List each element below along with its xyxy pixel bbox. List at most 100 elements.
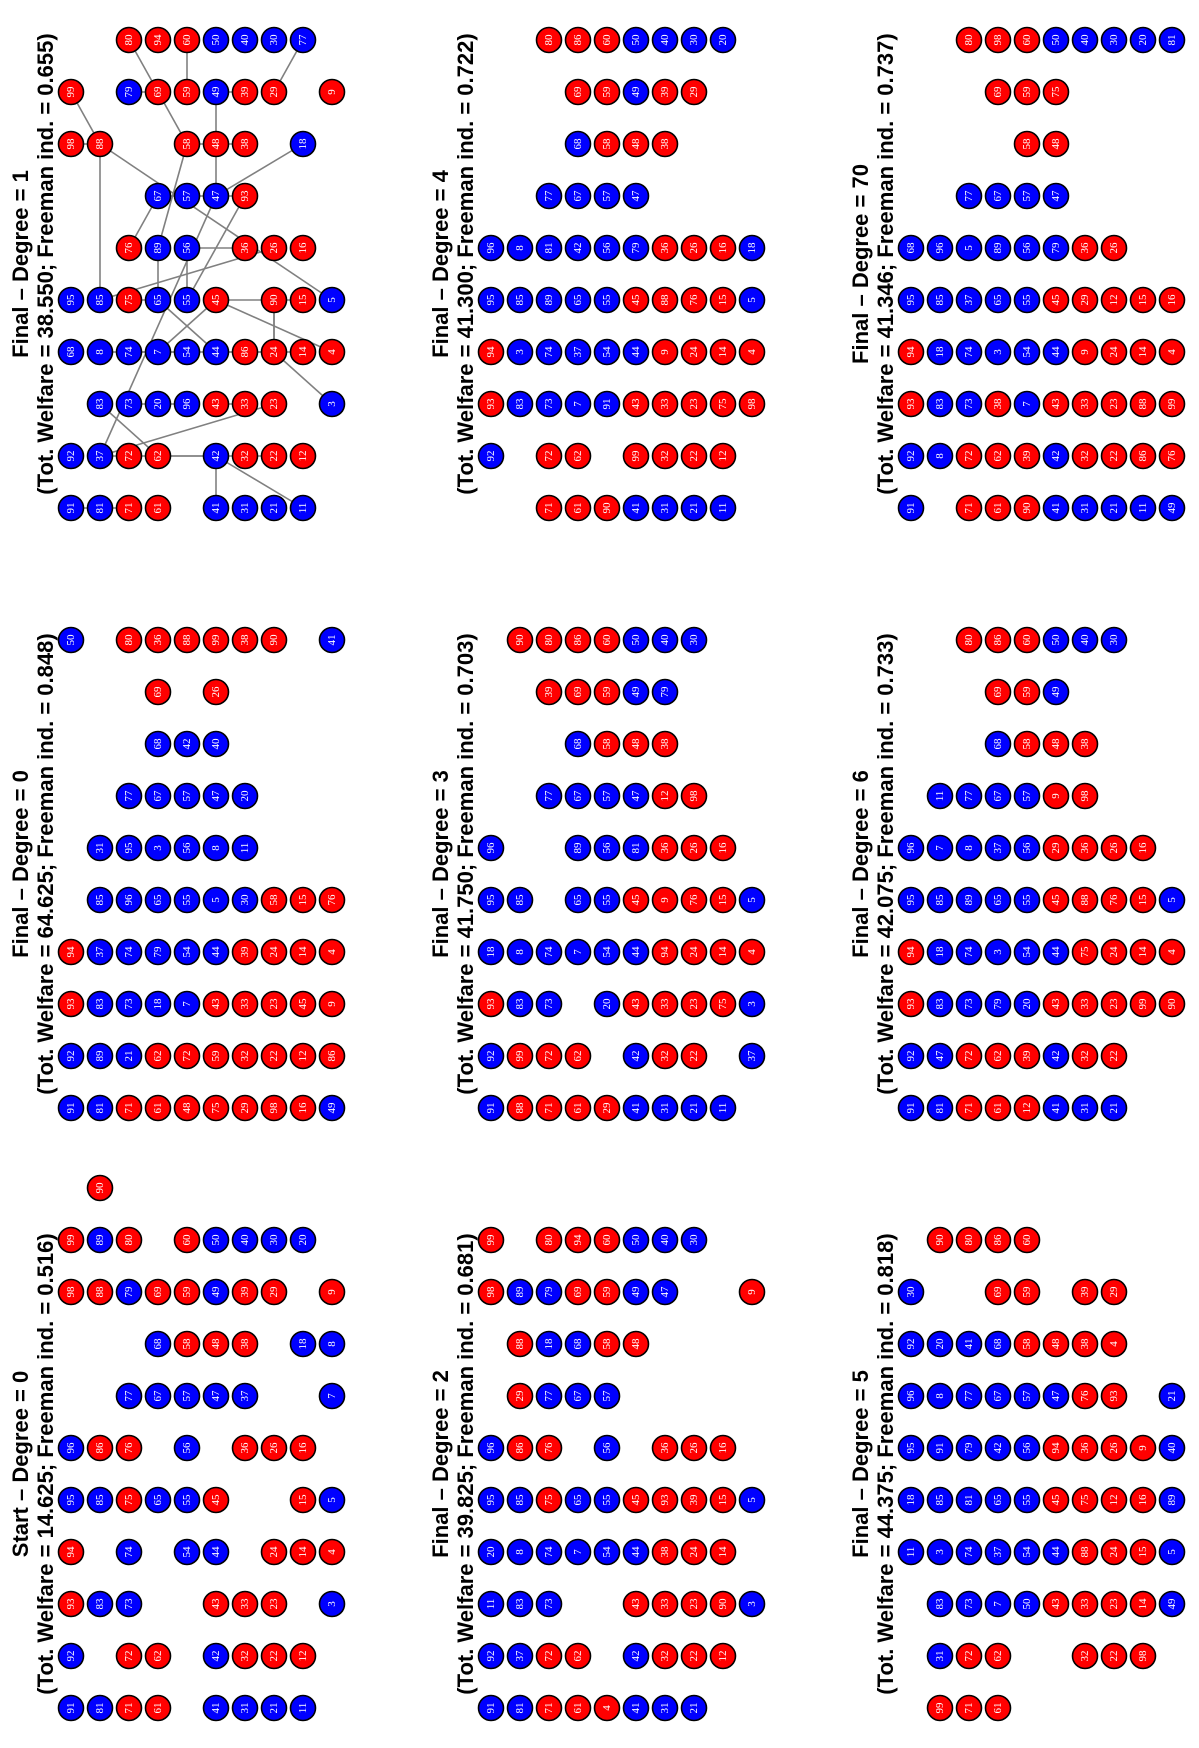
node-label: 83 [934,398,946,410]
node-label: 41 [630,1103,642,1114]
node-circle [622,730,650,758]
node-14: 14 [709,938,737,966]
node-circle [593,1486,621,1514]
node-label: 9 [326,1289,338,1295]
node-circle [622,1278,650,1306]
node-47: 47 [622,782,650,810]
node-circle [477,1590,505,1618]
node-91: 91 [897,1094,925,1122]
node-label: 92 [905,1339,917,1350]
node-label: 58 [601,738,613,750]
node-circle [955,1226,983,1254]
node-label: 91 [934,1443,946,1454]
node-label: 29 [1108,1286,1120,1298]
node-58: 58 [1013,1330,1041,1358]
node-label: 86 [326,1050,338,1062]
node-32: 32 [651,1642,679,1670]
node-label: 11 [297,1703,309,1714]
node-label: 81 [94,503,106,514]
node-label: 15 [717,894,729,906]
node-43: 43 [622,990,650,1018]
node-circle [506,286,534,314]
node-circle [1158,938,1186,966]
node-circle [1042,1590,1070,1618]
node-circle [984,182,1012,210]
node-circle [202,78,230,106]
node-16: 16 [709,834,737,862]
node-circle [651,442,679,470]
node-14: 14 [289,338,317,366]
node-label: 4 [1108,1341,1120,1347]
node-circle [57,286,85,314]
node-label: 42 [1050,1051,1062,1062]
node-label: 47 [630,790,642,802]
node-circle [144,182,172,210]
node-circle [173,286,201,314]
node-circle [86,1278,114,1306]
node-56: 56 [593,1434,621,1462]
node-label: 45 [1050,294,1062,306]
node-label: 69 [572,86,584,98]
node-label: 95 [485,1494,497,1506]
node-14: 14 [709,1538,737,1566]
node-circle [926,1538,954,1566]
node-29: 29 [1100,1278,1128,1306]
node-circle [897,1042,925,1070]
node-label: 74 [543,946,555,958]
node-circle [1042,1382,1070,1410]
node-79: 79 [535,1278,563,1306]
node-label: 38 [659,138,671,150]
node-label: 77 [123,1390,135,1402]
node-circle [289,1434,317,1462]
node-circle [1100,1382,1128,1410]
node-label: 69 [992,86,1004,98]
node-label: 9 [326,1001,338,1007]
node-label: 62 [992,1651,1004,1662]
node-label: 58 [601,1338,613,1350]
node-81: 81 [926,1094,954,1122]
node-circle [535,234,563,262]
node-62: 62 [564,442,592,470]
node-circle [231,494,259,522]
node-94: 94 [57,938,85,966]
node-label: 29 [268,1286,280,1298]
node-label: 9 [1050,793,1062,799]
node-label: 83 [514,398,526,410]
node-label: 4 [746,349,758,355]
node-circle [622,1226,650,1254]
node-68: 68 [564,130,592,158]
node-5: 5 [318,1486,346,1514]
node-label: 31 [934,1651,946,1662]
node-91: 91 [593,390,621,418]
node-circle [738,1590,766,1618]
node-circle [651,1278,679,1306]
node-label: 81 [543,243,555,254]
node-label: 30 [1108,634,1120,646]
node-76: 76 [1071,1382,1099,1410]
node-label: 76 [1166,450,1178,462]
node-33: 33 [651,390,679,418]
node-circle [260,338,288,366]
node-23: 23 [680,1590,708,1618]
node-circle [564,834,592,862]
node-41: 41 [318,626,346,654]
node-circle [202,1590,230,1618]
node-label: 92 [65,1051,77,1062]
node-11: 11 [477,1590,505,1618]
node-48: 48 [622,1330,650,1358]
node-label: 50 [630,634,642,646]
node-label: 32 [239,1651,251,1662]
node-label: 33 [1079,998,1091,1010]
node-label: 62 [992,451,1004,462]
node-label: 16 [717,842,729,854]
node-43: 43 [202,1590,230,1618]
node-label: 18 [934,946,946,958]
node-94: 94 [1042,1434,1070,1462]
node-label: 85 [514,894,526,906]
node-48: 48 [1042,730,1070,758]
node-circle [564,730,592,758]
node-label: 79 [1050,242,1062,254]
node-label: 3 [934,1549,946,1555]
node-86: 86 [1129,442,1157,470]
node-label: 42 [181,739,193,750]
